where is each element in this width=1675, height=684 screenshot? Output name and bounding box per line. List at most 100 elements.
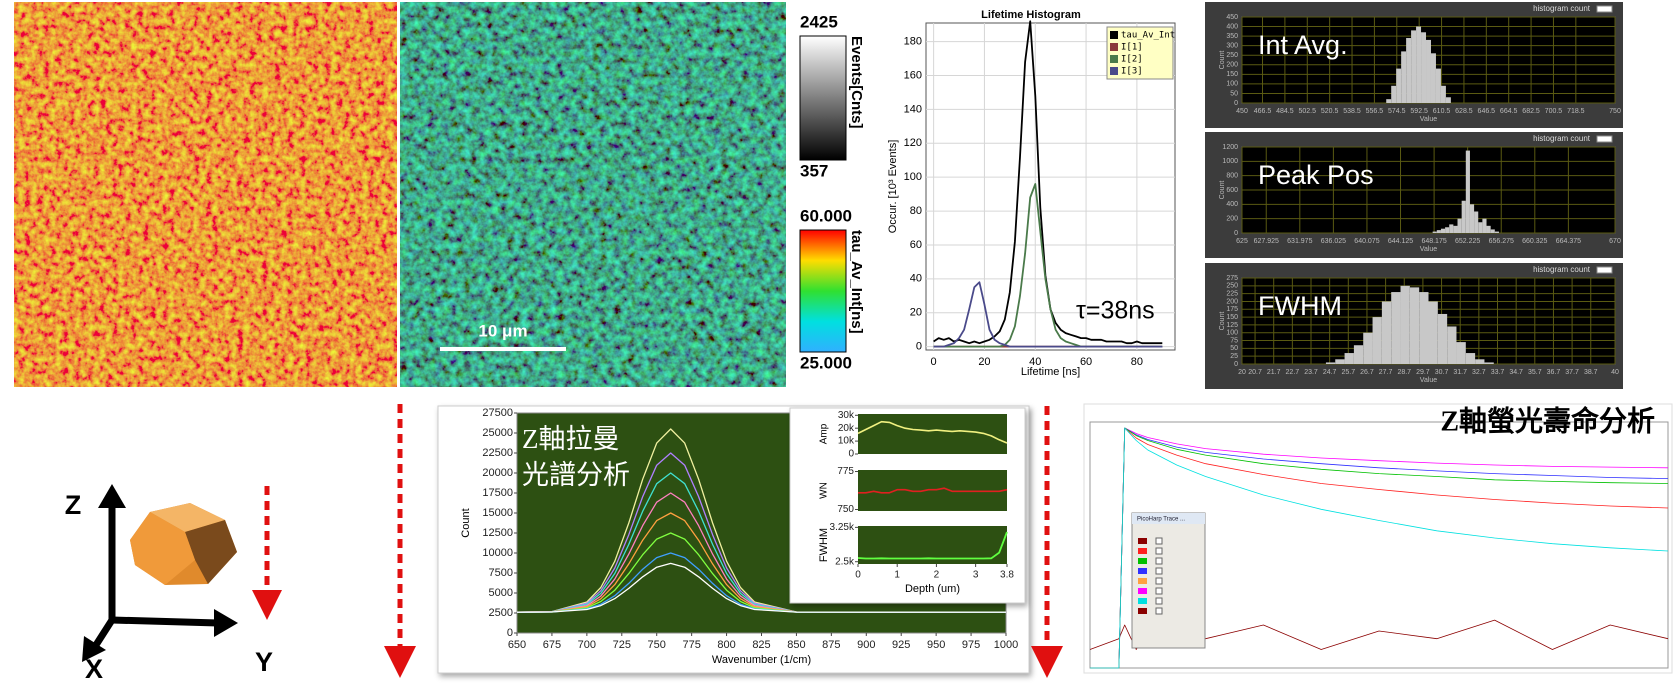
y-tick-label: 7500 [489,567,513,579]
x-tick-label: 34.7 [1509,369,1523,376]
legend-icon [1596,5,1613,13]
series-line [516,562,1006,613]
histogram-bar [1409,287,1420,364]
y-tick-label: 0 [1234,361,1238,368]
histogram-bar [1400,285,1410,364]
x-tick-label: 36.7 [1547,369,1561,376]
x-axis-label: Wavenumber (1/cm) [712,654,811,666]
x-tick-label: 450 [1236,108,1248,115]
chart-title: histogram count [1533,4,1591,13]
x-tick-label: 610.5 [1433,108,1451,115]
x-tick-label: 875 [822,639,840,651]
x-axis-label: Depth (um) [905,583,960,595]
legend-label: I[2] [1121,55,1143,65]
x-tick-label: 80 [1131,356,1143,368]
histogram-bar [1416,26,1422,103]
x-tick-label: 725 [613,639,631,651]
x-tick-label: 27.7 [1379,369,1393,376]
legend-swatch [1110,67,1118,75]
window-title: PicoHarp Trace ... [1137,517,1185,523]
histogram-bar [1426,39,1431,103]
x-tick-label: 29.7 [1416,369,1430,376]
y-tick-label: 15000 [482,507,513,519]
histogram-bar [1363,332,1373,364]
window-titlebar [1132,513,1205,524]
y-tick-label: 0 [1234,230,1238,237]
x-tick-label: 30.7 [1435,369,1449,376]
y-tick-label: 200 [1226,62,1238,69]
legend-label: I[1] [1121,43,1143,53]
histogram-bar [1474,211,1479,233]
series-line [1090,427,1669,669]
y-axis-label: Count [1219,51,1226,70]
histogram-bar [1440,228,1446,233]
histogram-bar [1445,227,1450,233]
histogram-bar [1344,353,1354,364]
histogram-bar [1386,99,1392,103]
x-axis-label: Value [1420,377,1437,384]
x-tick-label: 925 [892,639,910,651]
y-tick-label: 800 [1226,173,1238,180]
trace-swatch [1138,548,1147,554]
x-tick-label: 664.375 [1556,238,1581,245]
x-tick-label: 28.7 [1397,369,1411,376]
x-tick-label: 466.5 [1254,108,1272,115]
annotation: Int Avg. [1258,30,1348,60]
y-tick-label: 140 [904,103,922,115]
colorbar-label: Events[Cnts] [848,36,865,129]
annotation: Peak Pos [1258,160,1374,190]
trace-swatch [1138,588,1147,594]
x-tick-label: 660.325 [1522,238,1547,245]
x-tick-label: 750 [1609,108,1621,115]
y-tick-label: 200 [1226,216,1238,223]
y-tick-label: 5000 [489,587,513,599]
y-tick-label: 175 [1226,306,1238,313]
y-tick-label: 30k [838,410,855,421]
y-tick-label: 1000 [1222,158,1238,165]
y-axis-label: Count [1219,312,1226,331]
histogram-bar [1436,230,1441,233]
x-tick-label: 640.075 [1354,238,1379,245]
x-tick-label: 1000 [994,639,1018,651]
y-axis-label: Amp [819,423,830,444]
histogram-bar [1447,326,1457,364]
x-tick-label: 0 [931,356,937,368]
x-tick-label: 650 [508,639,526,651]
annotation: 光譜分析 [522,460,630,490]
x-tick-label: 556.5 [1366,108,1384,115]
x-tick-label: 627.925 [1254,238,1279,245]
colorbar-tick-label: 357 [800,161,828,180]
trace-swatch [1138,598,1147,604]
series-line [857,531,1008,560]
y-tick-label: 20k [838,423,855,434]
histogram-bar [1484,362,1494,364]
histogram-bar [1353,345,1364,364]
colorbar-tick-label: 60.000 [800,206,852,225]
y-tick-label: 2500 [489,607,513,619]
histogram-bar [1437,313,1448,364]
histogram-bar [1401,51,1407,103]
trace-checkbox [1155,547,1163,555]
x-tick-label: 648.175 [1421,238,1446,245]
x-tick-label: 950 [927,639,945,651]
x-tick-label: 20 [978,356,990,368]
histogram-bar [1465,353,1476,364]
y-tick-label: 22500 [482,447,513,459]
fluorescence-image [14,2,397,387]
y-tick-label: 250 [1226,52,1238,59]
x-tick-label: 40 [1029,356,1041,368]
x-tick-label: 26.7 [1360,369,1374,376]
x-tick-label: 23.7 [1304,369,1318,376]
histogram-bar [1391,85,1397,103]
x-tick-label: 850 [787,639,805,651]
histogram-bar [1456,342,1466,364]
y-tick-label: 275 [1226,275,1238,282]
x-tick-label: 646.5 [1478,108,1496,115]
x-tick-label: 700 [578,639,596,651]
y-tick-label: 10000 [482,547,513,559]
histogram-bar [1421,32,1427,103]
y-tick-label: 250 [1226,283,1238,290]
series-line [1089,619,1669,650]
legend-label: I[3] [1121,67,1143,77]
y-tick-label: 150 [1226,314,1238,321]
